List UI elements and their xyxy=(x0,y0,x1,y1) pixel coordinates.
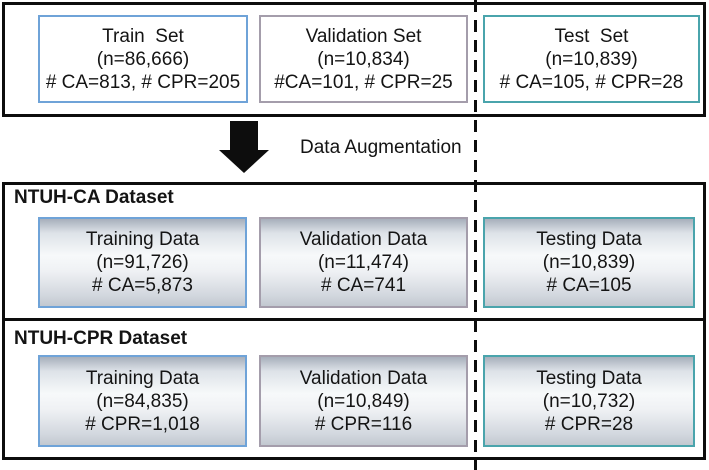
train-set-count: (n=86,666) xyxy=(96,48,190,70)
ntuh-ca-testing-detail: # CA=105 xyxy=(546,275,632,296)
ntuh-ca-training-box: Training Data (n=91,726) # CA=5,873 xyxy=(38,217,247,308)
ntuh-ca-testing-count: (n=10,839) xyxy=(542,252,636,273)
ntuh-cpr-testing-detail: # CPR=28 xyxy=(544,413,634,435)
validation-set-box: Validation Set (n=10,834) #CA=101, # CPR… xyxy=(259,15,468,103)
ntuh-ca-validation-box: Validation Data (n=11,474) # CA=741 xyxy=(259,217,468,308)
train-test-dashed-divider xyxy=(474,0,477,470)
ntuh-ca-testing-box: Testing Data (n=10,839) # CA=105 xyxy=(483,217,695,308)
ntuh-cpr-training-detail: # CPR=1,018 xyxy=(85,413,200,435)
test-set-box: Test Set (n=10,839) # CA=105, # CPR=28 xyxy=(483,15,700,103)
down-arrow-icon xyxy=(230,121,258,150)
train-set-box: Train Set (n=86,666) # CA=813, # CPR=205 xyxy=(38,15,248,103)
ntuh-ca-training-detail: # CA=5,873 xyxy=(92,275,193,296)
ntuh-ca-validation-detail: # CA=741 xyxy=(320,275,407,296)
ntuh-cpr-training-title: Training Data xyxy=(85,367,200,389)
ntuh-cpr-validation-title: Validation Data xyxy=(299,367,428,389)
down-arrow-head-icon xyxy=(219,150,269,173)
ntuh-cpr-training-box: Training Data (n=84,835) # CPR=1,018 xyxy=(38,355,247,447)
test-set-title: Test Set xyxy=(554,25,629,47)
ntuh-cpr-section-title: NTUH-CPR Dataset xyxy=(14,328,188,349)
ntuh-cpr-validation-box: Validation Data (n=10,849) # CPR=116 xyxy=(259,355,468,447)
train-set-title: Train Set xyxy=(102,25,184,47)
test-set-detail: # CA=105, # CPR=28 xyxy=(499,71,684,93)
ntuh-cpr-testing-title: Testing Data xyxy=(536,367,642,389)
ntuh-cpr-testing-count: (n=10,732) xyxy=(542,390,636,412)
validation-set-title: Validation Set xyxy=(305,25,422,47)
validation-set-count: (n=10,834) xyxy=(317,48,410,70)
ntuh-ca-section-title: NTUH-CA Dataset xyxy=(14,187,174,208)
ntuh-ca-training-count: (n=91,726) xyxy=(96,252,189,273)
ntuh-ca-testing-title: Testing Data xyxy=(536,229,642,250)
data-augmentation-label: Data Augmentation xyxy=(300,137,462,158)
ntuh-cpr-testing-box: Testing Data (n=10,732) # CPR=28 xyxy=(483,355,695,447)
ntuh-cpr-training-count: (n=84,835) xyxy=(96,390,189,412)
ntuh-ca-validation-count: (n=11,474) xyxy=(317,252,410,273)
train-set-detail: # CA=813, # CPR=205 xyxy=(45,71,241,93)
ntuh-ca-validation-title: Validation Data xyxy=(299,229,428,250)
validation-set-detail: #CA=101, # CPR=25 xyxy=(274,71,453,93)
ntuh-cpr-validation-count: (n=10,849) xyxy=(317,390,410,412)
test-set-count: (n=10,839) xyxy=(545,48,638,70)
ntuh-ca-training-title: Training Data xyxy=(85,229,200,250)
ntuh-cpr-validation-detail: # CPR=116 xyxy=(314,413,413,435)
